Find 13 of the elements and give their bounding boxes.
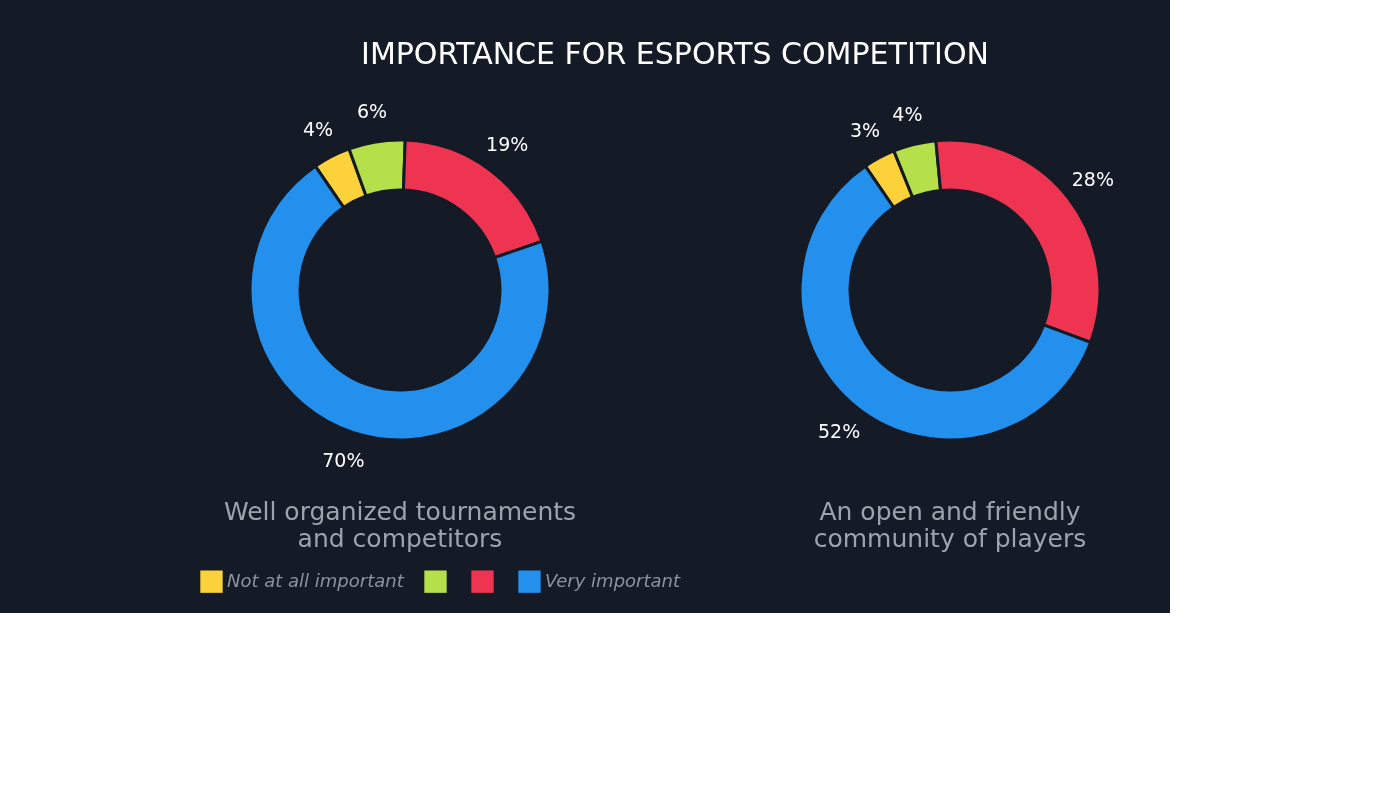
data-label: 4%: [892, 103, 923, 126]
data-label: 6%: [357, 100, 388, 123]
data-label: 19%: [486, 133, 529, 156]
text: Well organized tournaments and competitors: [223, 497, 577, 553]
legend-label: Not at all important: [227, 569, 405, 591]
legend-label: Very important: [545, 569, 681, 591]
data-label: 4%: [302, 117, 334, 140]
data-label: 3%: [849, 119, 881, 142]
text: An open and friendly community of players: [813, 497, 1087, 553]
data-label: 70%: [322, 448, 365, 471]
data-label: 52%: [817, 419, 861, 442]
data-label: 28%: [1071, 168, 1114, 191]
text: IMPORTANCE FOR ESPORTS COMPETITION: [361, 36, 989, 71]
